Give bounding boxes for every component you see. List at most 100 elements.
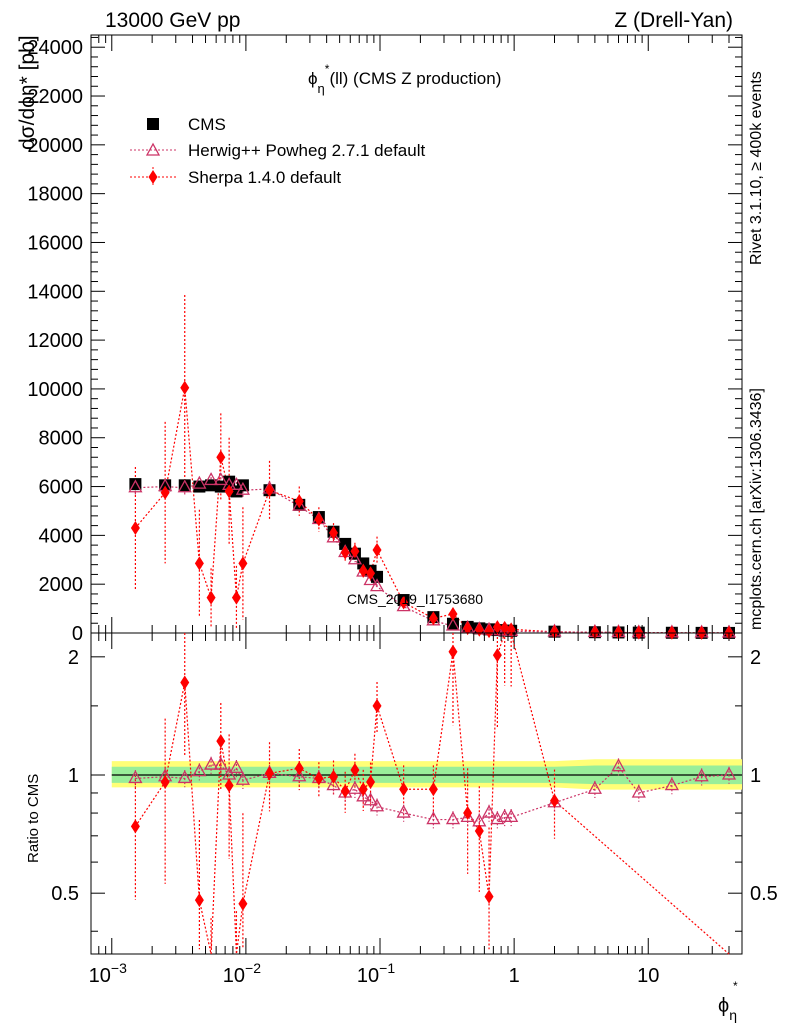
- sherpa-ratio-point: [463, 806, 473, 821]
- herwig-ratio-point: [694, 768, 709, 782]
- legend-sherpa-marker: [148, 170, 158, 184]
- herwig-ratio-point: [213, 756, 228, 770]
- sherpa-ratio-point: [238, 896, 248, 911]
- title-eta: η: [318, 81, 325, 96]
- y-tick-label: 18000: [27, 184, 83, 206]
- xlabel-eta: η: [729, 1007, 737, 1023]
- title-rest: (ll) (CMS Z production): [329, 69, 501, 88]
- herwig-point: [192, 475, 207, 489]
- sherpa-ratio-point: [474, 824, 484, 839]
- sherpa-point: [231, 590, 241, 605]
- sherpa-point: [314, 512, 324, 527]
- sherpa-point: [399, 595, 409, 610]
- sherpa-point: [484, 624, 494, 639]
- cms-data-point: [159, 479, 172, 492]
- sherpa-ratio-point: [484, 889, 494, 904]
- sherpa-point: [130, 521, 140, 536]
- sherpa-point: [180, 380, 190, 395]
- mcplots-label: mcplots.cern.ch [arXiv:1306.3436]: [748, 388, 765, 630]
- herwig-point: [203, 472, 219, 486]
- sherpa-ratio-line: [134, 632, 730, 955]
- herwig-ratio-point: [128, 770, 143, 784]
- y-tick-label: 16000: [27, 232, 83, 254]
- cms-data-point: [147, 118, 159, 130]
- sherpa-ratio-point: [294, 761, 304, 776]
- sherpa-ratio-point: [180, 675, 190, 690]
- sherpa-point: [329, 525, 339, 540]
- sherpa-ratio-point: [130, 819, 140, 834]
- cms-data-point: [446, 617, 459, 630]
- x-tick-exponent: −3: [111, 960, 127, 976]
- x-tick-label: 10−1: [357, 960, 395, 987]
- herwig-point: [445, 617, 461, 631]
- herwig-ratio-point: [426, 811, 441, 825]
- y-tick-label: 0: [72, 623, 83, 645]
- ratio-tick-label-right: 1: [750, 765, 761, 787]
- ratio-y-axis-label: Ratio to CMS: [25, 774, 42, 863]
- sherpa-ratio-point: [160, 774, 170, 789]
- herwig-point: [369, 578, 385, 592]
- sherpa-point: [500, 620, 510, 635]
- herwig-ratio-point: [229, 759, 244, 773]
- y-tick-label: 6000: [39, 477, 84, 499]
- sherpa-point: [238, 556, 248, 571]
- y-tick-label: 10000: [27, 379, 83, 401]
- herwig-ratio-line: [135, 764, 730, 823]
- x-axis-label: ϕη *: [718, 979, 738, 1023]
- herwig-ratio-point: [326, 777, 341, 791]
- x-tick-label: 1: [509, 965, 520, 987]
- sherpa-point: [492, 620, 502, 635]
- legend: CMS Herwig++ Powheg 2.7.1 default Sherpa 1…: [130, 115, 425, 187]
- sherpa-point: [428, 611, 438, 626]
- sherpa-point: [224, 484, 234, 499]
- sherpa-point: [366, 566, 376, 581]
- sherpa-point: [350, 544, 360, 559]
- sherpa-ratio-point: [265, 766, 275, 781]
- sherpa-ratio-point: [448, 644, 458, 659]
- main-y-axis-label: dσ/dϕη* [pb]: [16, 35, 39, 150]
- cms-data-point: [339, 537, 352, 550]
- herwig-ratio-point: [356, 788, 371, 802]
- herwig-ratio-point: [363, 792, 378, 806]
- y-tick-label: 22000: [27, 86, 83, 108]
- main-title: ϕη*(ll) (CMS Z production): [308, 62, 501, 96]
- x-tick-label: 10−3: [89, 960, 127, 987]
- legend-herwig-marker: [145, 142, 161, 156]
- herwig-ratio-point: [396, 804, 411, 818]
- herwig-point: [326, 529, 341, 543]
- sherpa-point: [372, 543, 382, 558]
- herwig-point: [363, 572, 378, 586]
- herwig-ratio-point: [347, 780, 363, 794]
- cms-data-point: [205, 479, 218, 492]
- sherpa-ratio-point: [358, 782, 368, 797]
- herwig-ratio-point: [177, 770, 192, 784]
- sherpa-point: [463, 621, 473, 636]
- x-tick-exponent: −1: [379, 960, 395, 976]
- herwig-ratio-point: [460, 809, 475, 823]
- y-tick-label: 4000: [39, 525, 84, 547]
- legend-label: Herwig++ Powheg 2.7.1 default: [188, 141, 425, 160]
- sherpa-point: [216, 450, 226, 465]
- x-tick-base: 10: [89, 965, 111, 987]
- herwig-ratio-point: [721, 766, 737, 780]
- y-tick-label: 2000: [39, 574, 84, 596]
- herwig-point: [347, 551, 363, 565]
- sherpa-point: [358, 563, 368, 578]
- sherpa-point: [194, 556, 204, 571]
- herwig-ratio-point: [203, 756, 219, 770]
- herwig-ratio-point: [481, 804, 497, 818]
- title-star: *: [325, 62, 330, 76]
- herwig-ratio-point: [445, 811, 461, 825]
- herwig-ratio-point: [631, 784, 646, 798]
- herwig-ratio-point: [192, 763, 207, 777]
- y-tick-label: 8000: [39, 428, 84, 450]
- sherpa-point: [590, 625, 600, 640]
- y-tick-label: 20000: [27, 135, 83, 157]
- sherpa-ratio-point: [329, 769, 339, 784]
- main-panel: 0 2000 4000 6000 8000 10000 12000 14000 16000 180…: [16, 34, 743, 645]
- xlabel-star: *: [733, 979, 738, 993]
- process-label: Z (Drell-Yan): [614, 9, 733, 32]
- sherpa-ratio-point: [314, 771, 324, 786]
- cms-data-point: [178, 479, 191, 492]
- herwig-point: [396, 598, 411, 612]
